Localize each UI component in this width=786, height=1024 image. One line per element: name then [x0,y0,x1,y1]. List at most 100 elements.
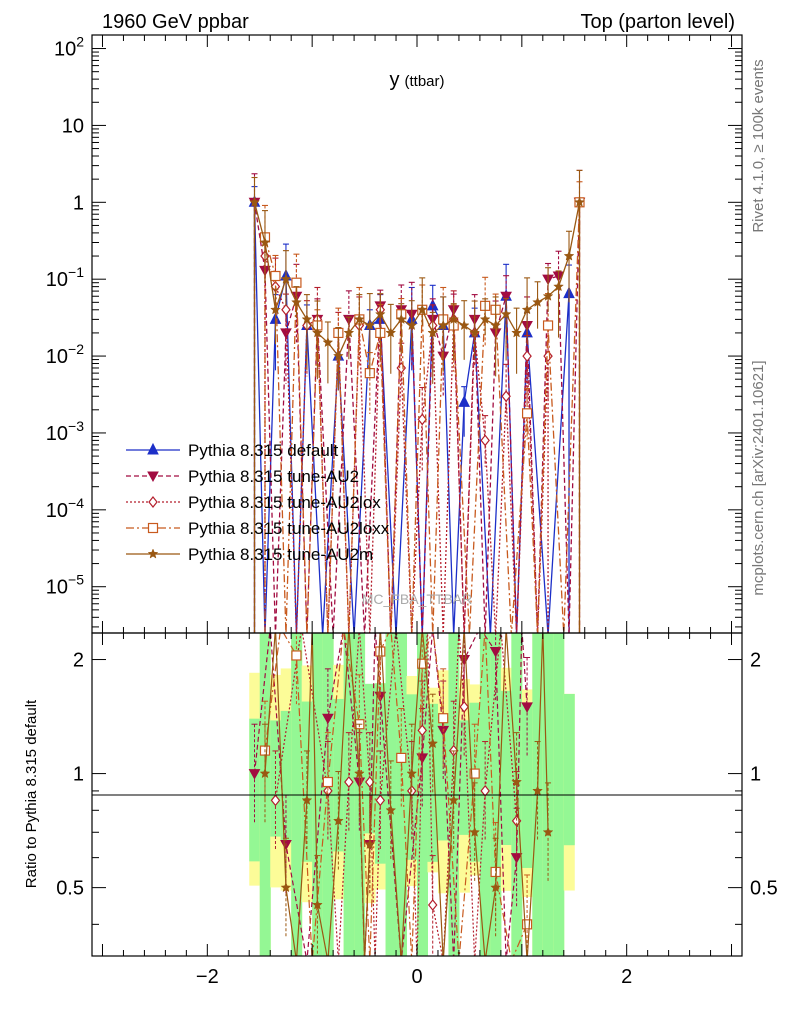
ratio-point [375,646,386,657]
ratio-point [459,700,469,713]
data-point [437,319,449,331]
ratio-point [385,804,397,815]
data-point [490,319,502,331]
ratio-point [323,784,333,797]
ratio-point [521,919,533,930]
legend-item-au2lox: Pythia 8.315 tune-AU2lox [126,493,381,512]
ratio-point [344,776,354,788]
series-line [264,202,581,633]
legend-label: Pythia 8.315 default [188,441,339,460]
legend-label: Pythia 8.315 tune-AU2m [188,545,373,564]
band-inner [333,698,345,852]
series-line [264,255,549,633]
ratio-tick-label: 1 [73,764,84,786]
ratio-y-axis-label: Ratio to Pythia 8.315 default [23,699,40,888]
ratio-series-au2m [259,633,554,956]
ratio-point [364,838,376,850]
x-tick-label: −2 [196,966,219,988]
legend-marker [147,471,159,483]
ratio-point [406,767,418,779]
data-point [406,319,418,331]
legend-item-au2loxx: Pythia 8.315 tune-AU2loxx [126,519,390,538]
y-tick-label: 1 [73,192,84,214]
y-tick-label: 10−3 [46,418,84,445]
data-point [353,313,365,324]
ratio-point [332,815,344,826]
data-point [479,313,491,324]
data-point [396,362,407,374]
ratio-point [291,650,302,661]
y-tick-label: 10 [62,115,84,137]
data-point [448,313,460,324]
data-point [427,327,439,338]
ratio-tick-label-right: 2 [750,650,761,672]
ratio-point [322,776,333,788]
data-point [416,304,428,315]
data-point [249,196,260,207]
band-inner [280,710,292,841]
data-point [500,308,512,319]
band-inner [563,693,575,846]
ratio-point [480,784,490,797]
data-point [458,319,470,331]
main-panel-frame [91,34,743,634]
ratio-point [438,713,449,724]
legend-label: Pythia 8.315 tune-AU2loxx [188,519,390,538]
header-left: 1960 GeV ppbar [102,11,249,33]
data-point [312,327,323,338]
legend-marker [148,496,158,508]
legend-label: Pythia 8.315 tune-AU2lox [188,493,381,512]
data-point [322,336,334,348]
data-point [458,395,470,407]
band-inner [427,703,439,862]
ratio-point [301,794,313,805]
watermark: MC_FBA_TTBAR [362,591,472,607]
data-point [417,413,428,426]
data-point [521,304,533,315]
band-inner [521,703,533,868]
y-tick-label: 10−2 [46,341,84,368]
ratio-point [259,767,271,779]
plot-title-sub: (ttbar) [404,73,444,90]
data-point [574,196,585,207]
data-point [291,277,302,288]
x-tick-label: 2 [621,966,632,988]
ratio-tick-label-right: 1 [750,764,761,786]
data-point [270,304,281,315]
y-tick-label: 102 [54,34,84,61]
ratio-panel-series [248,633,554,956]
series-line [253,202,581,633]
plot-title-main: y [389,69,399,91]
data-point [281,303,291,316]
legend-item-au2m: Pythia 8.315 tune-AU2m [126,545,373,564]
y-tick-label: 10−4 [46,495,84,522]
data-point [374,308,386,319]
data-point [501,390,511,403]
ratio-point [417,658,428,669]
ratio-point [396,752,407,764]
data-point [332,350,344,361]
ratio-point [469,768,480,779]
y-tick-label: 10−5 [46,572,84,599]
ratio-line [274,633,518,956]
y-tick-label: 10−1 [46,264,84,291]
data-point [542,290,554,301]
series-au2m [249,169,585,633]
legend-marker [147,548,159,559]
ratio-point [448,794,460,805]
data-point [532,296,543,307]
ratio-point [511,776,522,787]
ratio-point [427,899,438,911]
side-label-mcplots: mcplots.cern.ch [arXiv:2401.10621] [750,360,767,595]
data-point [343,327,355,338]
ratio-tick-label: 0.5 [56,878,84,900]
side-label-rivet: Rivet 4.1.0, ≥ 100k events [750,59,767,232]
ratio-tick-label: 2 [73,650,84,672]
ratio-point [532,785,543,796]
ratio-point [469,826,481,837]
data-point [301,313,313,324]
band-inner [500,690,512,845]
series-line [253,202,570,633]
legend-item-default: Pythia 8.315 default [126,441,339,460]
